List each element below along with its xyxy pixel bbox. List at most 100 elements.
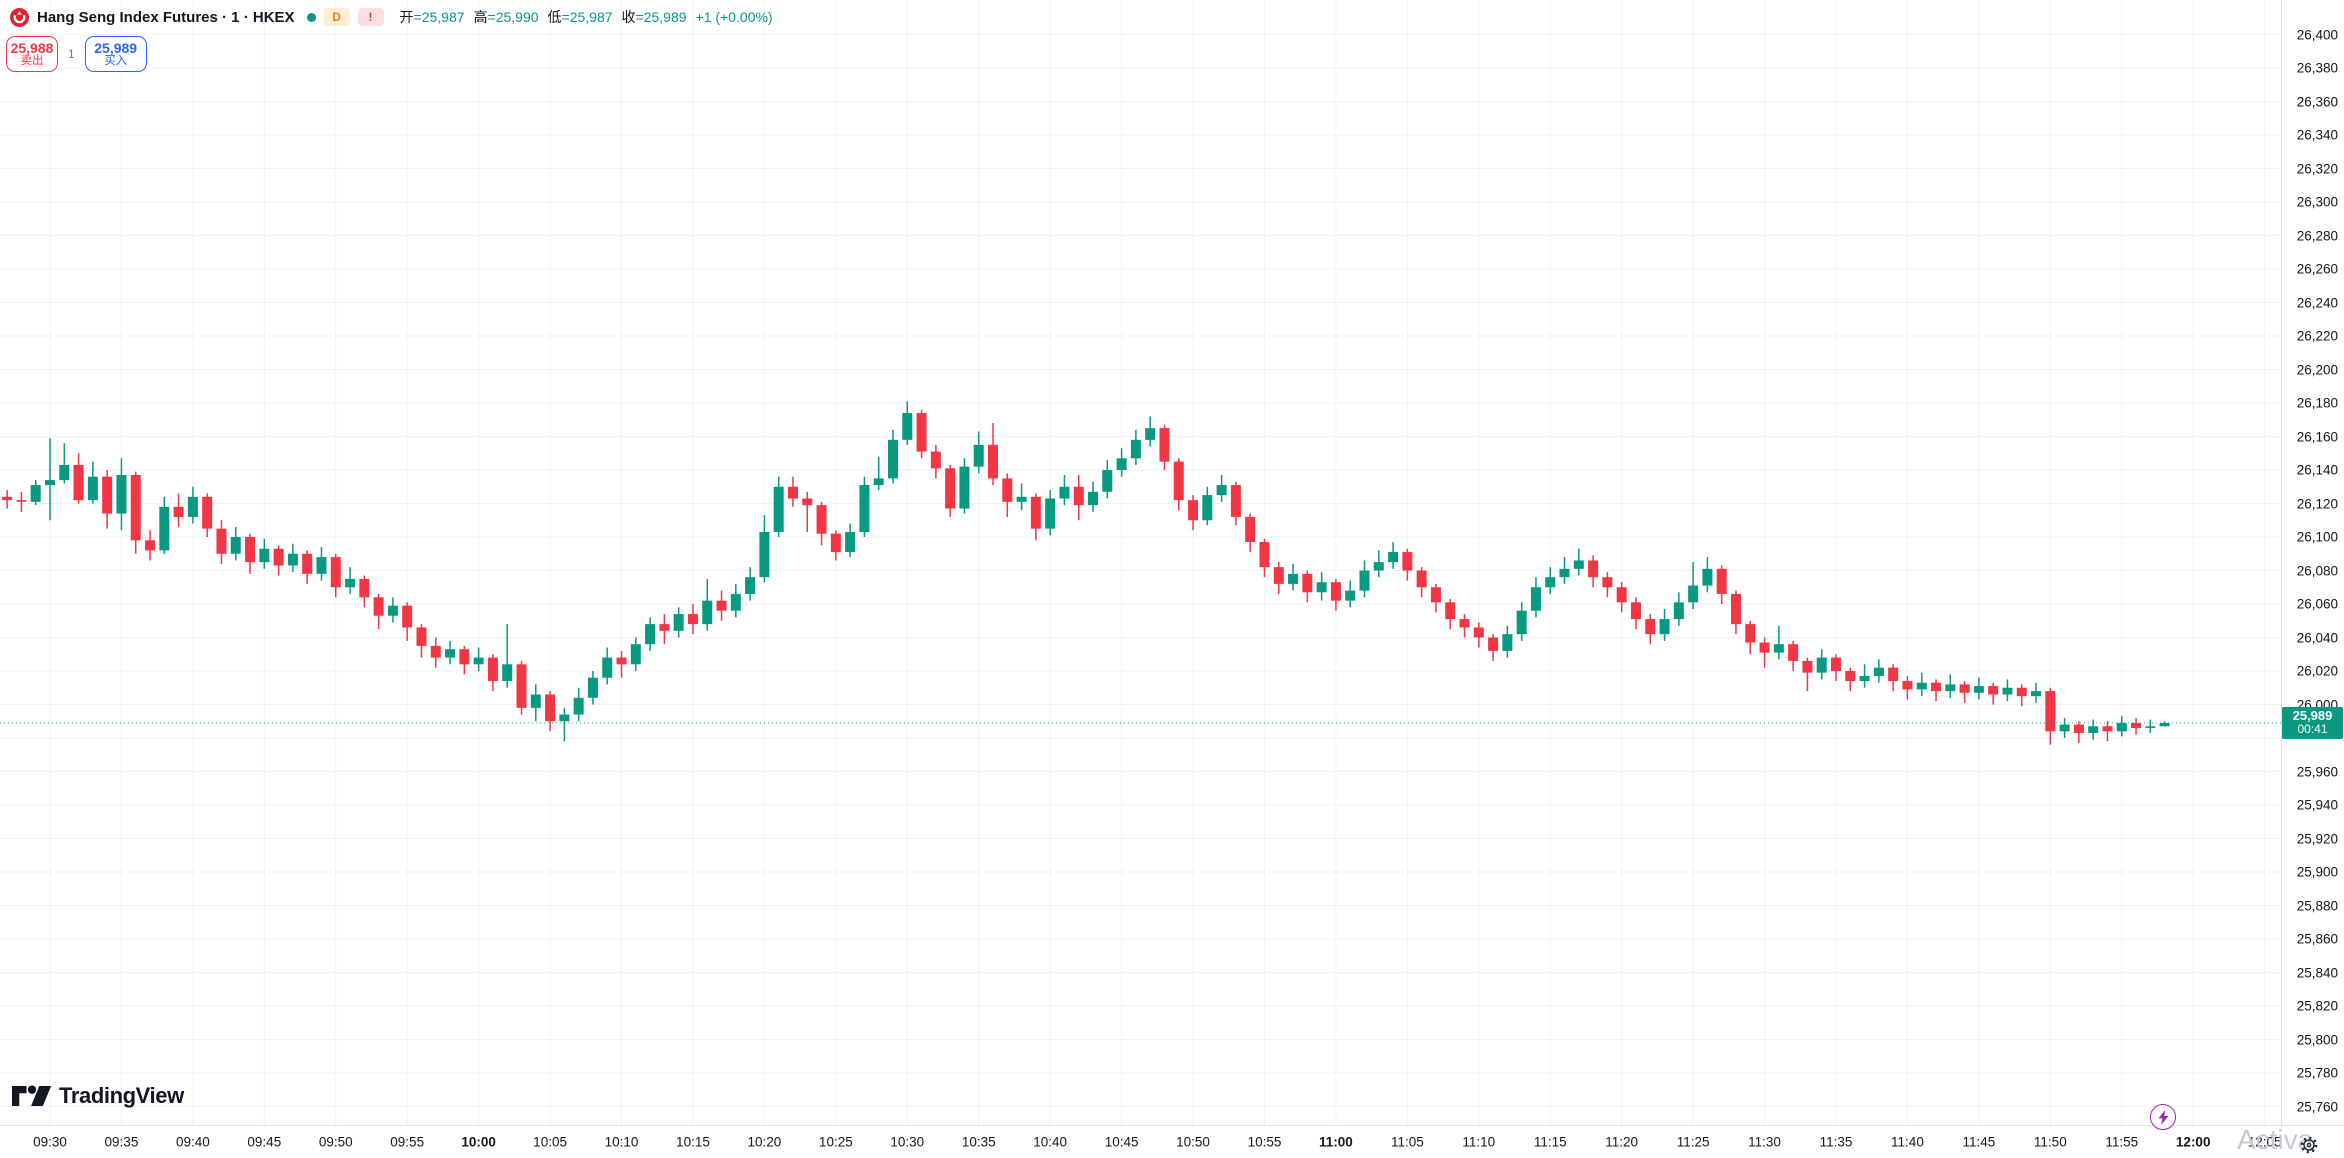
candle bbox=[645, 624, 656, 645]
candle bbox=[1488, 637, 1499, 651]
candle bbox=[316, 557, 327, 574]
tradingview-logo[interactable]: TradingView bbox=[12, 1083, 184, 1109]
candle bbox=[202, 496, 213, 529]
lightning-trade-button[interactable] bbox=[2150, 1104, 2176, 1130]
candle bbox=[1802, 660, 1813, 673]
price-tick-label: 26,380 bbox=[2296, 60, 2338, 76]
price-tick-label: 26,060 bbox=[2296, 596, 2338, 612]
candle bbox=[1102, 470, 1113, 492]
candle bbox=[2131, 722, 2142, 728]
candle bbox=[545, 694, 556, 722]
candle bbox=[1759, 642, 1770, 653]
price-tick-label: 25,860 bbox=[2296, 931, 2338, 947]
time-tick-label: 10:45 bbox=[1104, 1134, 1139, 1150]
candle bbox=[787, 486, 798, 499]
candle bbox=[445, 649, 456, 658]
candle bbox=[1202, 495, 1213, 521]
candle bbox=[230, 537, 241, 554]
time-tick-label: 11:20 bbox=[1605, 1134, 1639, 1150]
candle bbox=[102, 476, 113, 514]
candle bbox=[330, 557, 341, 588]
delayed-data-badge[interactable]: D bbox=[323, 8, 350, 26]
candle bbox=[1931, 682, 1942, 692]
candle bbox=[1316, 582, 1327, 593]
candle bbox=[116, 475, 127, 514]
candle bbox=[1345, 590, 1356, 601]
candle bbox=[2059, 724, 2070, 732]
candle bbox=[45, 480, 55, 486]
candle bbox=[187, 496, 198, 517]
candle bbox=[673, 614, 684, 631]
sell-button[interactable]: 25,988 卖出 bbox=[6, 36, 58, 72]
activation-watermark: Activa bbox=[2237, 1124, 2314, 1155]
candle bbox=[416, 627, 427, 646]
time-tick-label: 11:00 bbox=[1319, 1134, 1353, 1150]
price-tick-label: 26,040 bbox=[2296, 630, 2338, 645]
candle bbox=[1159, 428, 1170, 462]
candle bbox=[1973, 686, 1984, 693]
candle bbox=[1402, 552, 1413, 571]
sell-label: 卖出 bbox=[20, 55, 44, 68]
candle bbox=[1559, 568, 1570, 578]
candle bbox=[345, 578, 356, 588]
candle bbox=[1302, 573, 1313, 593]
candle bbox=[845, 531, 856, 553]
candle bbox=[1730, 593, 1741, 625]
market-status-icon[interactable] bbox=[306, 12, 316, 22]
sell-price: 25,988 bbox=[10, 39, 54, 56]
candle bbox=[2002, 687, 2013, 695]
price-tick-label: 26,300 bbox=[2296, 194, 2338, 210]
time-axis[interactable]: 09:30 09:35 09:40 09:45 09:50 09:55 10:00 10:05… bbox=[0, 1125, 2344, 1158]
candle bbox=[1688, 585, 1699, 603]
candle bbox=[930, 451, 941, 469]
symbol-title[interactable]: Hang Seng Index Futures · 1 · HKEX bbox=[37, 8, 295, 26]
price-tick-label: 26,360 bbox=[2296, 94, 2338, 109]
candle bbox=[1230, 485, 1241, 517]
current-price-label: 25,989 00:41 bbox=[2282, 706, 2343, 739]
price-tick-label: 25,900 bbox=[2296, 864, 2338, 880]
candle bbox=[373, 597, 384, 616]
candle bbox=[1959, 684, 1970, 693]
candle bbox=[1416, 570, 1427, 588]
candle bbox=[1059, 486, 1070, 499]
ohlc-values: 开 =25,987 高 =25,990 低 =25,987 收 =25,989 +1 (… bbox=[400, 7, 773, 27]
candle bbox=[1916, 682, 1927, 690]
time-tick-label: 11:25 bbox=[1676, 1134, 1710, 1150]
open-value: =25,987 bbox=[413, 9, 465, 25]
current-price-value: 25,989 bbox=[2292, 707, 2333, 723]
candle bbox=[1116, 458, 1127, 470]
candle bbox=[902, 413, 913, 440]
time-tick-label: 10:10 bbox=[604, 1134, 639, 1150]
low-label: 低 bbox=[547, 9, 562, 25]
candle bbox=[559, 714, 570, 722]
time-tick-label: 10:00 bbox=[461, 1134, 496, 1150]
candle bbox=[2, 496, 13, 501]
price-tick-label: 26,280 bbox=[2296, 228, 2338, 243]
time-tick-label: 11:30 bbox=[1748, 1134, 1781, 1150]
candle bbox=[1130, 439, 1141, 459]
candle bbox=[59, 464, 70, 481]
time-tick-label: 12:05 bbox=[2247, 1134, 2282, 1150]
candle bbox=[73, 464, 84, 501]
time-tick-label: 11:15 bbox=[1533, 1134, 1567, 1150]
candle bbox=[1573, 560, 1584, 569]
close-label: 收 bbox=[621, 9, 636, 25]
time-tick-label: 10:05 bbox=[533, 1134, 567, 1150]
price-axis[interactable]: 26,400 26,380 26,360 26,340 26,320 26,300 26,2… bbox=[2281, 0, 2344, 1125]
candle bbox=[859, 485, 870, 532]
time-tick-label: 09:35 bbox=[104, 1134, 139, 1150]
settings-gear-icon[interactable] bbox=[2300, 1136, 2318, 1154]
candle bbox=[387, 605, 398, 616]
candle bbox=[1473, 627, 1484, 638]
price-tick-label: 25,940 bbox=[2296, 797, 2338, 813]
candle bbox=[2145, 726, 2156, 728]
price-tick-label: 26,340 bbox=[2296, 127, 2338, 143]
candle bbox=[1630, 602, 1641, 620]
alert-badge[interactable]: ! bbox=[357, 8, 384, 26]
candle bbox=[745, 577, 756, 594]
candle bbox=[16, 500, 27, 502]
price-tick-label: 26,080 bbox=[2296, 563, 2338, 578]
bar-countdown: 00:41 bbox=[2297, 722, 2328, 737]
buy-button[interactable]: 25,989 买入 bbox=[84, 36, 147, 72]
